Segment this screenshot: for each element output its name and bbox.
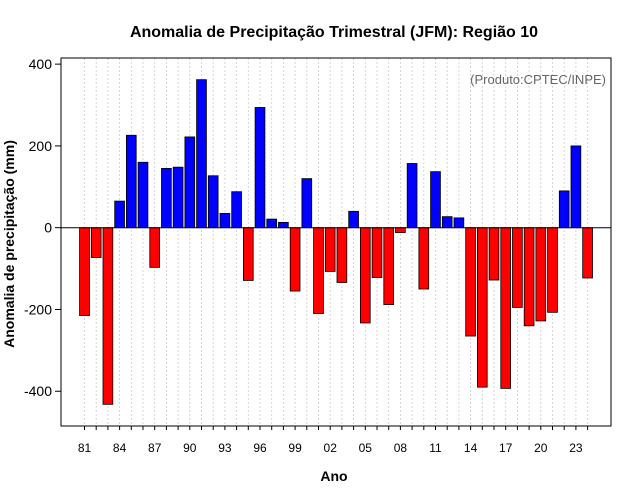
bar-2019 bbox=[523, 227, 535, 327]
bar-1985 bbox=[126, 134, 137, 229]
bar-1998 bbox=[278, 221, 289, 229]
bar-2022 bbox=[558, 190, 570, 229]
bar-1981 bbox=[79, 227, 90, 316]
bar-2006 bbox=[371, 227, 383, 278]
bar-2012 bbox=[441, 216, 453, 229]
bar-1989 bbox=[172, 166, 184, 229]
bar-1994 bbox=[231, 191, 242, 229]
y-axis: -400 -200 0 200 400 bbox=[24, 56, 61, 399]
bar-2015 bbox=[476, 227, 488, 388]
x-tick-label: 08 bbox=[394, 441, 408, 455]
bar-1993 bbox=[219, 212, 231, 229]
bar-2010 bbox=[418, 227, 430, 290]
y-axis-label: Anomalia de precipitação (mm) bbox=[1, 140, 17, 348]
bar-2004 bbox=[348, 210, 359, 229]
chart-title: Anomalia de Precipitação Trimestral (JFM… bbox=[130, 24, 538, 41]
x-tick-label: 87 bbox=[148, 441, 162, 455]
bar-1995 bbox=[242, 227, 254, 281]
bar-1988 bbox=[161, 167, 172, 229]
bar-2018 bbox=[512, 227, 523, 308]
x-tick-label: 20 bbox=[534, 441, 548, 455]
y-tick-label: 200 bbox=[29, 138, 53, 154]
x-tick-label: 84 bbox=[113, 441, 127, 455]
bar-1990 bbox=[184, 136, 196, 229]
bar-2016 bbox=[488, 227, 500, 281]
bar-2009 bbox=[406, 163, 418, 229]
y-tick-label: 400 bbox=[29, 56, 53, 72]
bar-2013 bbox=[453, 217, 465, 229]
bar-2011 bbox=[430, 171, 441, 229]
x-tick-label: 02 bbox=[324, 441, 338, 455]
source-annotation: (Produto:CPTEC/INPE) bbox=[470, 72, 606, 87]
plot-frame bbox=[60, 57, 612, 427]
bar-2021 bbox=[547, 227, 558, 313]
x-tick-label: 96 bbox=[253, 441, 267, 455]
x-tick-label: 14 bbox=[464, 441, 478, 455]
x-tick-label: 05 bbox=[359, 441, 373, 455]
bar-1992 bbox=[207, 175, 219, 229]
bar-2005 bbox=[359, 227, 371, 324]
y-tick-label: -400 bbox=[24, 383, 52, 399]
bar-1987 bbox=[149, 227, 161, 268]
x-tick-label: 17 bbox=[499, 441, 513, 455]
bar-2024 bbox=[582, 227, 593, 279]
x-tick-label: 99 bbox=[288, 441, 302, 455]
x-tick-label: 23 bbox=[569, 441, 583, 455]
x-tick-label: 93 bbox=[218, 441, 232, 455]
bar-1997 bbox=[266, 218, 277, 229]
y-tick-label: 0 bbox=[44, 220, 52, 236]
bar-1996 bbox=[254, 107, 266, 229]
bar-2003 bbox=[336, 227, 348, 283]
y-tick-label: -200 bbox=[24, 301, 52, 317]
bar-2007 bbox=[383, 227, 394, 305]
x-tick-label: 81 bbox=[78, 441, 92, 455]
x-tick-label: 11 bbox=[429, 441, 442, 455]
bars bbox=[79, 79, 593, 405]
bar-2014 bbox=[465, 227, 476, 337]
bar-1982 bbox=[90, 227, 102, 258]
bar-2001 bbox=[313, 227, 324, 314]
bar-2020 bbox=[535, 227, 547, 322]
x-axis-label: Ano bbox=[320, 468, 347, 484]
x-axis: 81 84 87 90 93 96 99 02 05 08 11 14 17 20 23 bbox=[78, 426, 589, 455]
bar-1999 bbox=[289, 227, 301, 292]
bar-1991 bbox=[196, 79, 207, 229]
bar-2000 bbox=[301, 178, 313, 229]
bar-1986 bbox=[137, 161, 149, 229]
bar-1984 bbox=[114, 200, 125, 229]
bar-2008 bbox=[395, 227, 406, 233]
bar-2017 bbox=[500, 227, 511, 389]
x-tick-label: 90 bbox=[183, 441, 197, 455]
bar-1983 bbox=[102, 227, 114, 405]
bar-2002 bbox=[324, 227, 336, 272]
bar-2023 bbox=[570, 145, 582, 229]
